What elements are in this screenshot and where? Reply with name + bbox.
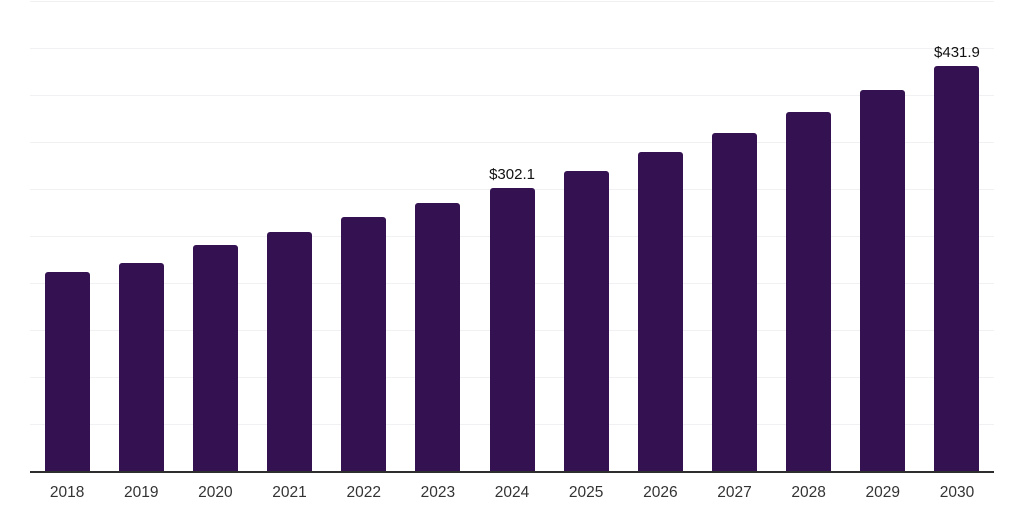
x-tick-label-2026: 2026 (643, 484, 678, 501)
bar-slot-2023 (401, 2, 475, 472)
x-tick-label-2021: 2021 (272, 484, 307, 501)
x-tick-label-2023: 2023 (420, 484, 456, 501)
x-axis-line (30, 471, 994, 473)
bar-slot-2028 (772, 2, 846, 472)
bar-2023 (415, 202, 461, 472)
bar-2026 (637, 152, 683, 472)
x-tick-label-2022: 2022 (346, 484, 381, 501)
bar-slot-2029 (846, 2, 920, 472)
x-tick-label-2018: 2018 (49, 484, 85, 501)
bar-2020 (192, 245, 238, 472)
bar-2018 (44, 272, 90, 472)
bar-2021 (267, 232, 313, 472)
bar-slot-2027 (697, 2, 771, 472)
x-tick-label-2030: 2030 (939, 484, 975, 501)
bar-value-label-2024: $302.1 (489, 166, 535, 184)
bar-slot-2022 (327, 2, 401, 472)
bar-2027 (711, 132, 757, 472)
bar-2025 (563, 171, 609, 472)
gridline-450 (30, 48, 994, 49)
bar-slot-2020 (178, 2, 252, 472)
bar-2030 (934, 66, 980, 472)
x-tick-label-2025: 2025 (568, 484, 604, 501)
bar-slot-2018 (30, 2, 104, 472)
bar-slot-2030: $431.9 (920, 2, 994, 472)
gridline-400 (30, 95, 994, 96)
x-tick-label-2029: 2029 (865, 484, 901, 501)
bars-row: $302.1 $431.9 (30, 2, 994, 472)
bar-2024 (489, 188, 535, 472)
bar-2019 (118, 262, 164, 472)
x-tick-label-2019: 2019 (123, 484, 159, 501)
x-tick-label-2028: 2028 (791, 484, 826, 501)
x-axis-labels: 2018 2019 2020 2021 2022 2023 2024 2025 2026 2027… (30, 472, 994, 512)
x-tick-label-2024: 2024 (494, 484, 530, 501)
bar-slot-2026 (623, 2, 697, 472)
bar-slot-2019 (104, 2, 178, 472)
bar-value-label-2030: $431.9 (934, 44, 980, 62)
bar-2022 (341, 217, 387, 472)
x-tick-label-2027: 2027 (717, 484, 752, 501)
bar-slot-2021 (252, 2, 326, 472)
bar-slot-2025 (549, 2, 623, 472)
plot-area: $302.1 $431.9 (30, 1, 994, 473)
gridline-350 (30, 142, 994, 143)
gridline-500 (30, 1, 994, 2)
x-tick-label-2020: 2020 (198, 484, 233, 501)
bar-2029 (860, 89, 906, 472)
bar-2028 (786, 111, 832, 472)
bar-slot-2024: $302.1 (475, 2, 549, 472)
